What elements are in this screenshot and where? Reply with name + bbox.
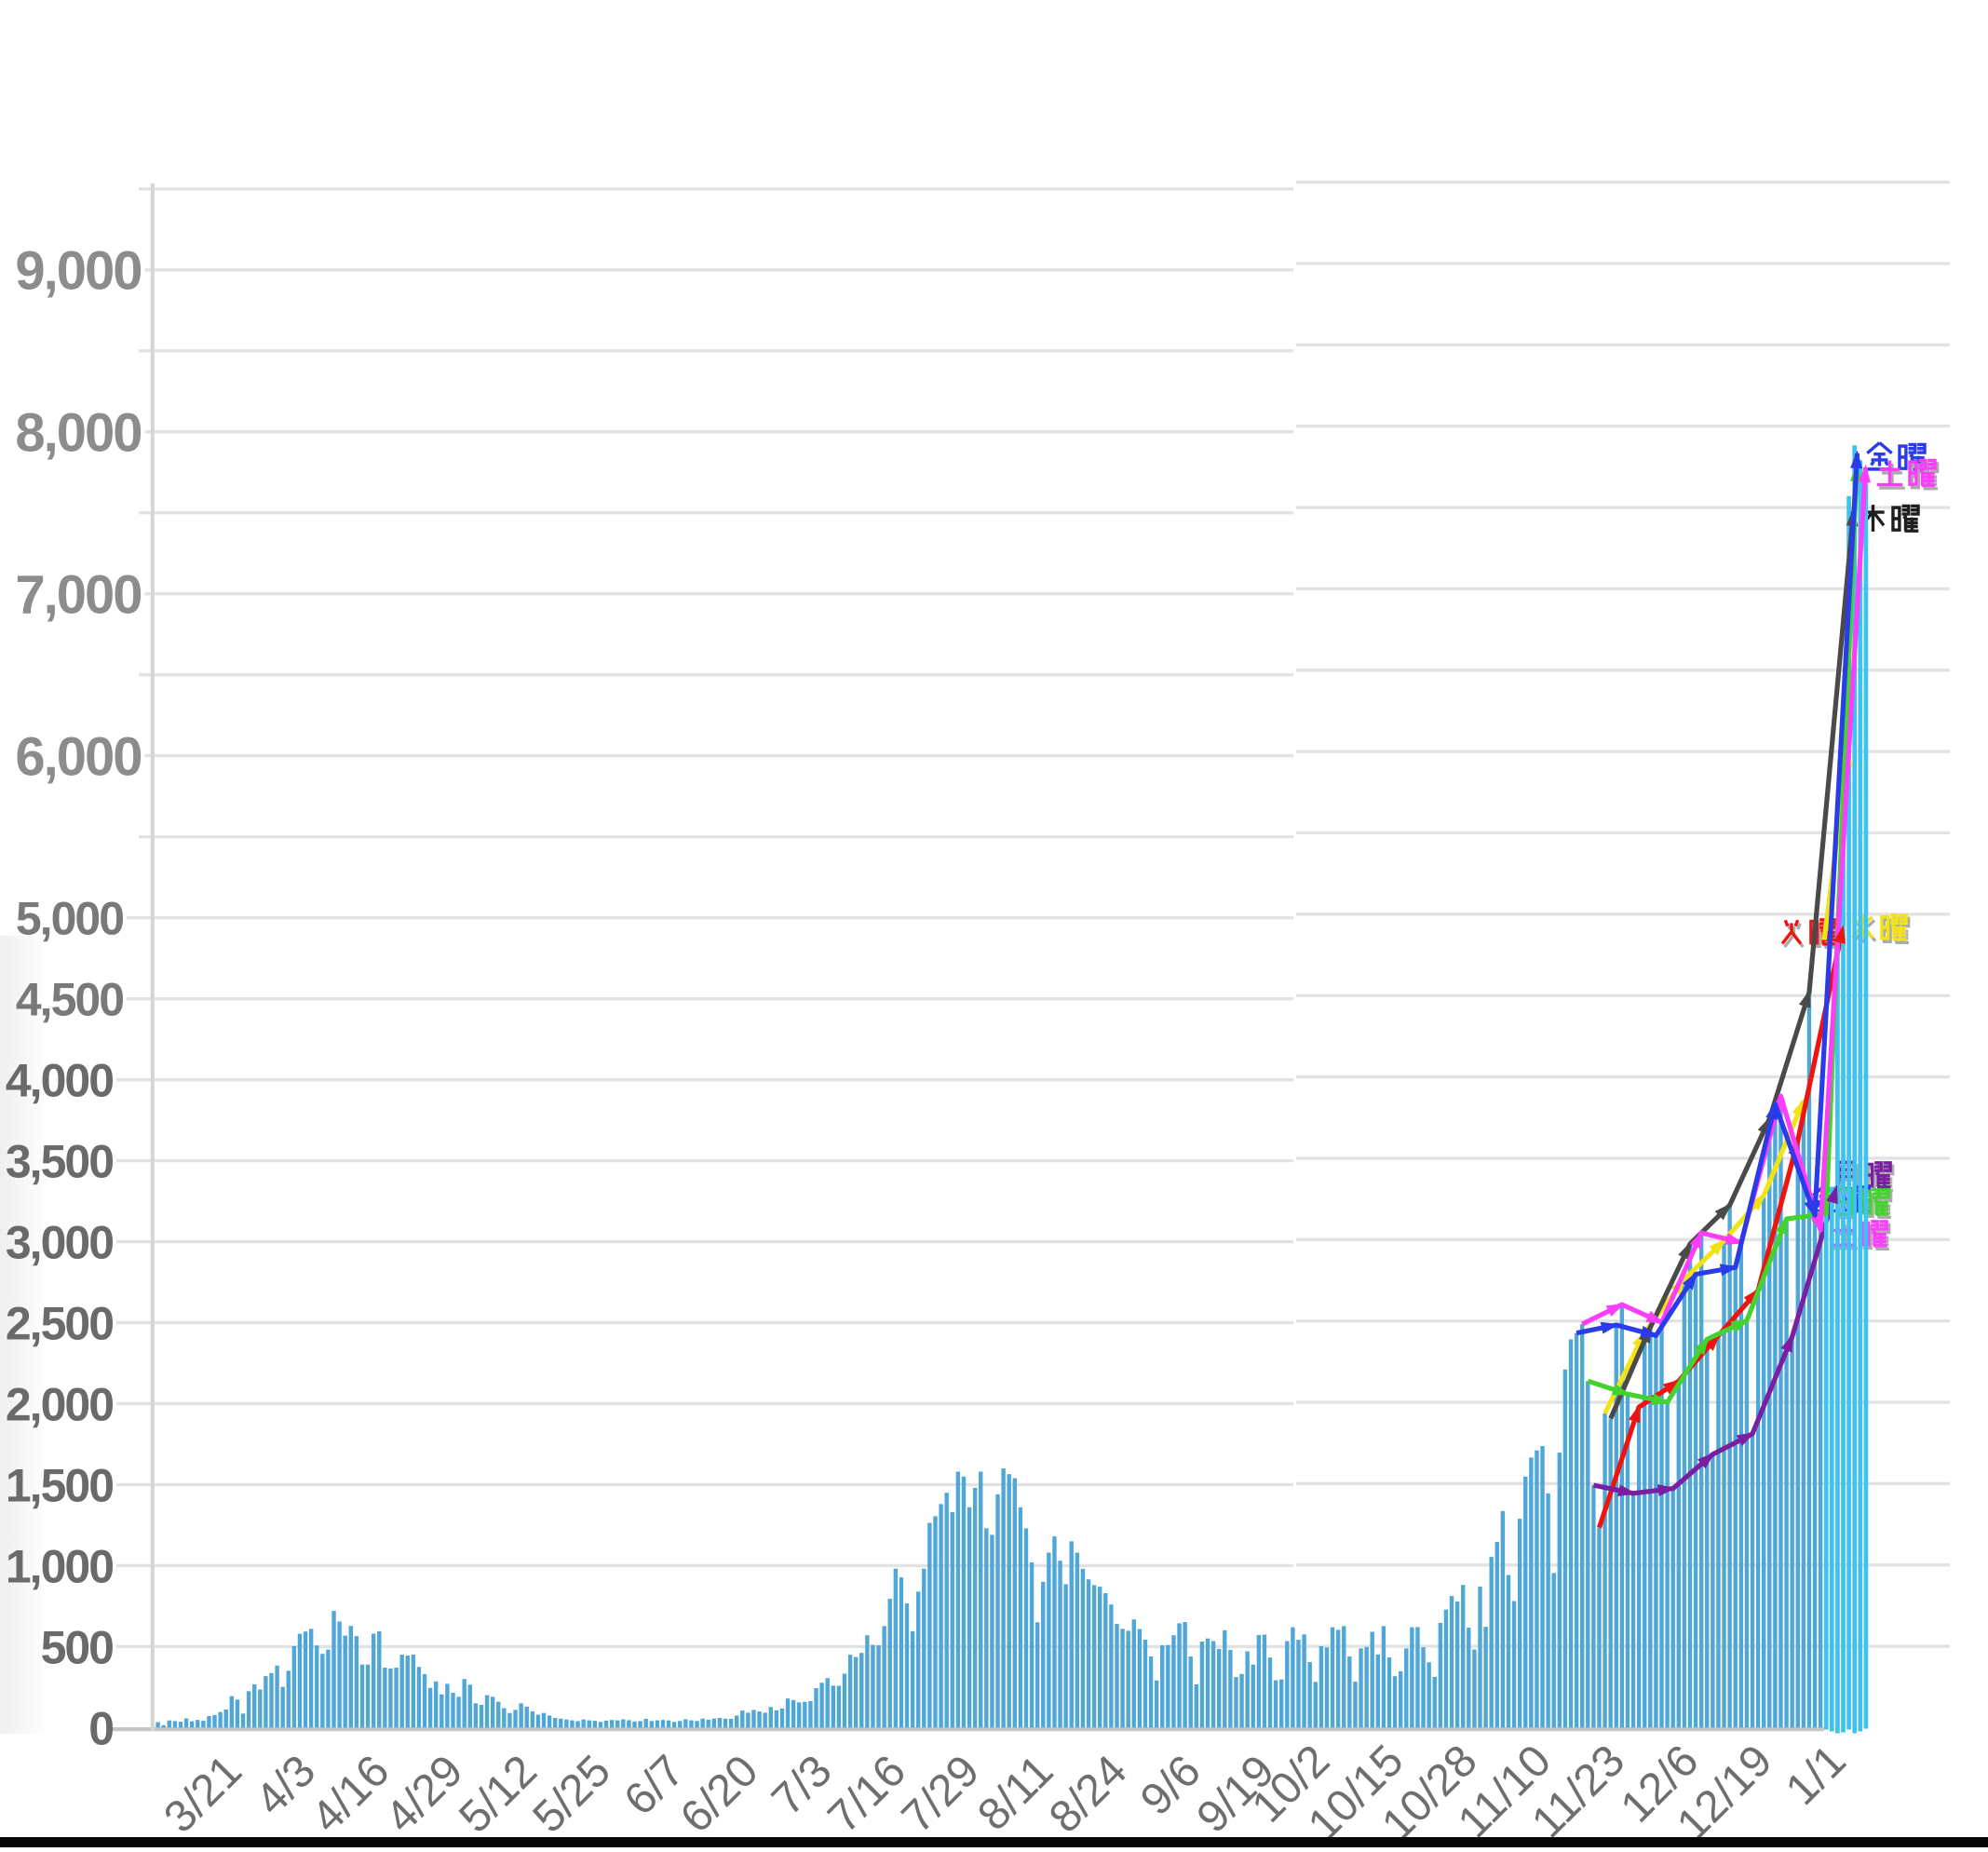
svg-text:0: 0 (88, 1702, 113, 1754)
svg-text:2,500: 2,500 (6, 1298, 113, 1350)
svg-text:2,000: 2,000 (6, 1379, 113, 1431)
svg-text:8,000: 8,000 (15, 403, 141, 464)
svg-text:4,500: 4,500 (16, 974, 123, 1026)
svg-text:1,000: 1,000 (6, 1540, 113, 1592)
svg-text:6,000: 6,000 (15, 727, 141, 788)
svg-text:1,500: 1,500 (6, 1460, 113, 1512)
svg-text:500: 500 (41, 1621, 114, 1673)
svg-text:7,000: 7,000 (15, 565, 141, 626)
svg-text:3,500: 3,500 (6, 1136, 113, 1188)
svg-text:4,000: 4,000 (6, 1055, 113, 1107)
svg-text:9,000: 9,000 (15, 241, 141, 302)
svg-text:3,000: 3,000 (6, 1217, 113, 1269)
svg-text:5,000: 5,000 (16, 893, 123, 945)
